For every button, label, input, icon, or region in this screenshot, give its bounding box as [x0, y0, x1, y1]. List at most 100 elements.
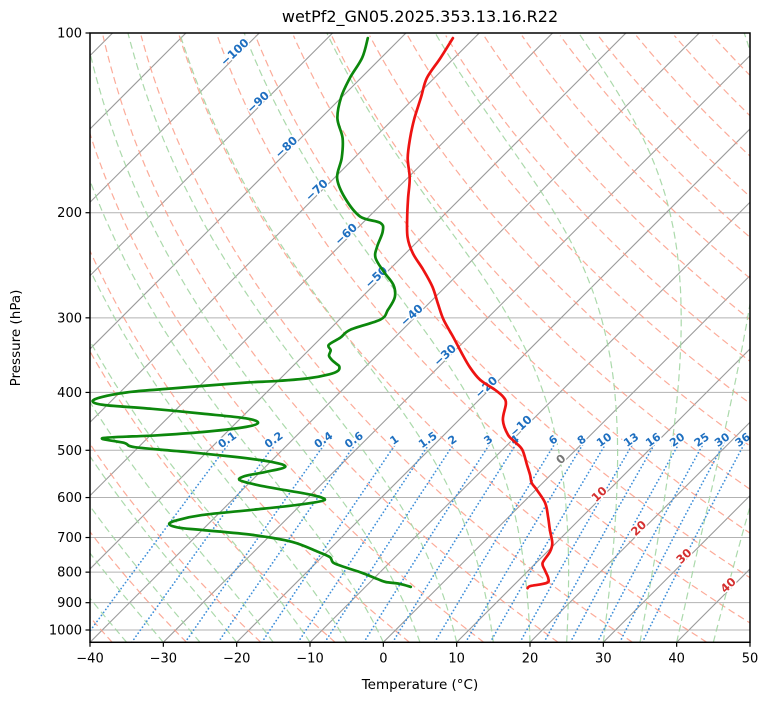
y-tick-label-400: 400: [57, 386, 82, 401]
mixing-ratio-line-3: [364, 440, 493, 643]
isotherm-40: [677, 33, 775, 642]
dry-adiabat-253K: [0, 36, 261, 643]
isotherm-label--30: −30: [431, 341, 459, 369]
x-axis-label: Temperature (°C): [361, 677, 479, 693]
isotherm--50: [17, 33, 626, 642]
temperature-profile: [407, 38, 552, 588]
isotherm--80: [0, 33, 406, 642]
dry-adiabat-353K: [332, 36, 775, 643]
mixing-ratio-label-3: 3: [482, 433, 496, 448]
isotherm-label-30: 30: [673, 545, 694, 566]
moist-adiabat-0C: [49, 30, 383, 642]
isotherm--40: [90, 33, 699, 642]
isotherm--10: [310, 33, 775, 642]
x-tick-label-20: 20: [522, 651, 539, 666]
mixing-ratio-label-16: 16: [643, 430, 663, 450]
x-tick-label-30: 30: [595, 651, 612, 666]
isotherm-label-20: 20: [628, 517, 649, 538]
moist-adiabat-15C: [179, 30, 494, 642]
dry-adiabat-273K: [27, 36, 410, 643]
temperature-curve: [407, 38, 552, 588]
x-tick-labels: −40 −30 −20 −10 0 10 20 30 40 50: [76, 651, 758, 666]
mixing-ratio-label-25: 25: [692, 430, 712, 449]
dry-adiabat-433K: [636, 36, 775, 643]
isotherm-50: [750, 33, 775, 642]
isotherm-label-40: 40: [718, 574, 739, 595]
isotherm--100: [0, 33, 259, 642]
mixing-ratio-line-0.1: [82, 440, 232, 643]
isotherm-label-0: 0: [553, 451, 568, 467]
y-tick-label-1000: 1000: [49, 624, 82, 639]
axes-frame: [90, 33, 750, 642]
moist-adiabat-25C: [326, 30, 569, 642]
isotherm-label--40: −40: [397, 301, 425, 329]
dry-adiabat-293K: [103, 36, 558, 643]
isotherm-label--60: −60: [332, 220, 360, 248]
y-tick-label-500: 500: [57, 444, 82, 459]
mixing-ratio-line-10: [490, 440, 608, 643]
dry-adiabat-lines: [0, 36, 775, 643]
x-tick-label--40: −40: [76, 651, 103, 666]
dry-adiabat-263K: [0, 36, 335, 643]
mixing-ratio-line-30: [620, 440, 726, 643]
x-tick-label--20: −20: [223, 651, 250, 666]
y-tick-label-300: 300: [57, 311, 82, 326]
isotherm-lines: [0, 33, 775, 642]
tick-marks: [86, 33, 751, 647]
moist-adiabat--30C: [29, 466, 163, 642]
x-tick-label-10: 10: [448, 651, 465, 666]
isotherm--110: [0, 33, 186, 642]
isotherm-label--90: −90: [244, 88, 272, 116]
moist-adiabat-30C: [434, 30, 618, 642]
mixing-ratio-label-0.6: 0.6: [342, 429, 366, 451]
mixing-ratio-label-8: 8: [575, 433, 589, 448]
y-tick-label-900: 900: [57, 596, 82, 611]
y-tick-label-600: 600: [57, 491, 82, 506]
moist-adiabat-10C: [127, 30, 456, 642]
mixing-ratio-label-2: 2: [446, 433, 460, 448]
isotherm--60: [0, 33, 553, 642]
x-tick-label--30: −30: [150, 651, 177, 666]
y-tick-label-800: 800: [57, 566, 82, 581]
plot-frame: [90, 33, 750, 642]
mixing-ratio-label-30: 30: [712, 430, 732, 450]
mixing-ratio-line-20: [571, 440, 682, 643]
mixing-ratio-label-6: 6: [546, 432, 560, 447]
dewpoint-profile: [93, 38, 411, 587]
y-tick-label-700: 700: [57, 531, 82, 546]
x-tick-label--10: −10: [296, 651, 323, 666]
y-tick-labels: 100 200 300 400 500 600 700 800 900 1000: [49, 27, 82, 639]
isotherm-label--70: −70: [302, 176, 330, 204]
moist-adiabat--15C: [29, 285, 274, 643]
x-tick-label-50: 50: [742, 651, 759, 666]
mixing-ratio-label-0.2: 0.2: [262, 429, 285, 451]
x-tick-label-40: 40: [668, 651, 685, 666]
moist-adiabat-20C: [243, 30, 530, 642]
mixing-ratio-label-10: 10: [594, 430, 614, 450]
mixing-ratio-line-0.4: [185, 440, 328, 643]
dry-adiabat-313K: [179, 36, 707, 643]
mixing-ratio-line-0.2: [132, 440, 279, 643]
dry-adiabat-383K: [446, 36, 775, 643]
isotherm-label--50: −50: [362, 263, 390, 291]
mixing-ratio-line-2: [325, 440, 457, 643]
x-tick-label-0: 0: [379, 651, 387, 666]
dry-adiabat-463K: [751, 36, 775, 643]
y-tick-label-100: 100: [57, 27, 82, 42]
chart-title: wetPf2_GN05.2025.353.13.16.R22: [282, 7, 558, 27]
dry-adiabat-343K: [294, 36, 775, 643]
isotherm-10: [457, 33, 775, 642]
mixing-ratio-label-20: 20: [667, 430, 687, 450]
dry-adiabat-303K: [141, 36, 632, 643]
y-axis-label: Pressure (hPa): [8, 290, 24, 387]
isotherm-label--80: −80: [272, 133, 300, 161]
dewpoint-curve: [93, 38, 411, 587]
isotherm-label--100: −100: [217, 35, 251, 68]
mixing-ratio-line-13: [520, 440, 635, 643]
isotherm-label-10: 10: [589, 483, 610, 504]
y-tick-label-200: 200: [57, 206, 82, 221]
dry-adiabat-393K: [484, 36, 775, 643]
